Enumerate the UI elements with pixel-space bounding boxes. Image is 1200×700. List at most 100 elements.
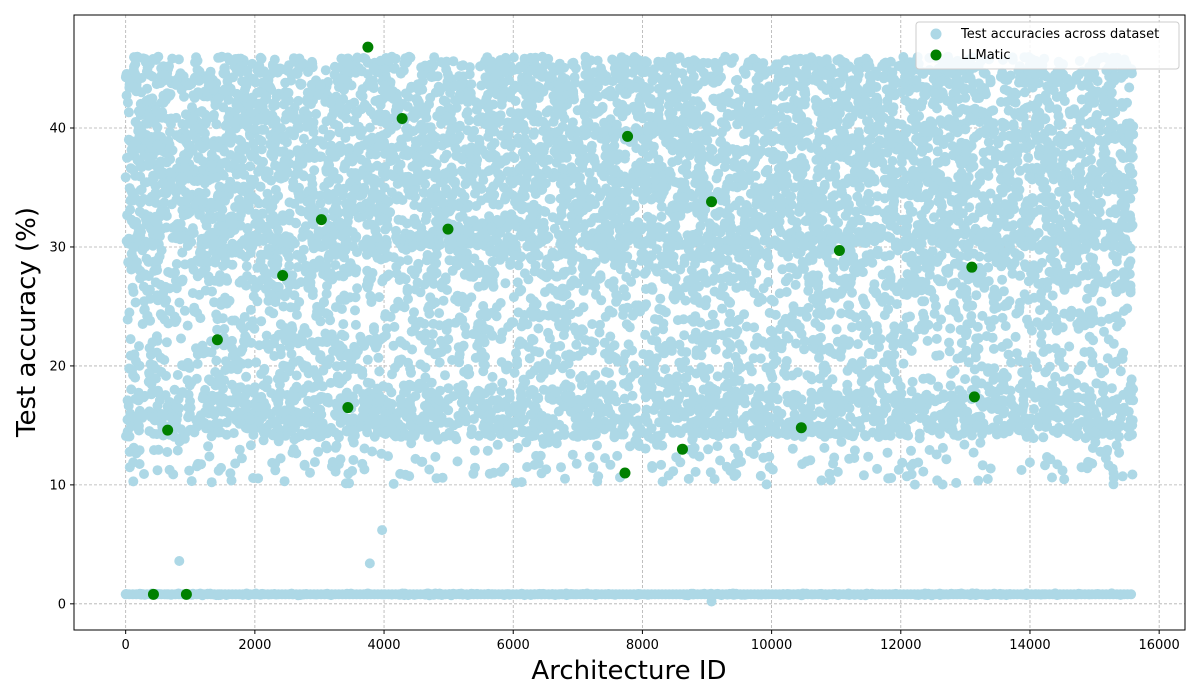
dataset-point <box>872 463 883 474</box>
dataset-point <box>1106 383 1117 394</box>
dataset-point <box>855 215 866 226</box>
dataset-point <box>768 104 779 115</box>
dataset-point <box>888 102 899 113</box>
dataset-point <box>1050 343 1061 354</box>
dataset-point <box>787 443 798 454</box>
dataset-point <box>1017 405 1028 416</box>
dataset-point <box>508 317 519 328</box>
dataset-point <box>882 447 893 458</box>
dataset-point <box>768 296 779 307</box>
dataset-point <box>265 204 276 215</box>
dataset-point <box>295 205 306 216</box>
dataset-point <box>982 474 993 484</box>
dataset-point <box>924 445 935 455</box>
dataset-point <box>1029 404 1039 414</box>
dataset-point <box>464 62 475 73</box>
dataset-point <box>497 377 508 388</box>
dataset-point <box>1054 355 1065 366</box>
dataset-point <box>270 117 281 128</box>
dataset-point <box>1110 107 1121 118</box>
dataset-point <box>512 277 523 288</box>
dataset-point <box>172 445 183 456</box>
dataset-point <box>695 221 706 232</box>
dataset-point <box>997 312 1008 323</box>
dataset-point <box>161 337 172 348</box>
dataset-point <box>1016 465 1027 475</box>
dataset-point <box>440 370 450 381</box>
dataset-point <box>340 478 351 489</box>
dataset-point <box>509 367 520 378</box>
dataset-point <box>780 361 791 372</box>
dataset-point <box>784 262 795 273</box>
dataset-scatter-points <box>120 51 1139 607</box>
dataset-point <box>983 262 994 273</box>
dataset-point <box>1003 349 1014 360</box>
dataset-point <box>1127 469 1138 480</box>
dataset-point <box>435 385 446 396</box>
dataset-point <box>797 72 808 83</box>
dataset-point <box>1086 154 1096 165</box>
dataset-point <box>362 354 373 365</box>
dataset-point <box>1082 293 1092 304</box>
dataset-point <box>1019 87 1030 98</box>
dataset-point <box>582 129 592 139</box>
dataset-point <box>120 172 131 183</box>
dataset-point <box>162 447 173 457</box>
dataset-point <box>611 296 622 307</box>
dataset-point <box>801 311 812 322</box>
dataset-point <box>741 321 752 332</box>
dataset-point <box>712 371 723 382</box>
dataset-point <box>874 342 884 352</box>
dataset-point <box>555 341 566 351</box>
dataset-point <box>380 224 391 235</box>
dataset-point <box>251 357 262 368</box>
dataset-point <box>883 473 894 484</box>
dataset-point <box>1038 432 1049 443</box>
dataset-point <box>1011 348 1022 359</box>
dataset-point <box>656 211 667 222</box>
dataset-point <box>186 476 197 487</box>
dataset-point <box>1122 303 1133 314</box>
dataset-point <box>521 437 532 448</box>
dataset-point <box>374 366 385 377</box>
dataset-point <box>909 479 920 490</box>
dataset-point <box>241 261 252 272</box>
dataset-point <box>566 211 577 221</box>
dataset-point <box>985 322 996 333</box>
dataset-point <box>668 466 679 477</box>
dataset-point <box>934 276 945 287</box>
dataset-point <box>891 299 902 310</box>
dataset-point <box>513 442 523 453</box>
dataset-point <box>295 79 306 90</box>
dataset-point <box>988 343 999 354</box>
dataset-point <box>170 267 180 278</box>
dataset-point <box>203 441 214 452</box>
dataset-point <box>139 469 149 479</box>
dataset-point <box>879 59 890 70</box>
dataset-point <box>960 374 971 385</box>
dataset-point <box>491 311 502 322</box>
dataset-point <box>830 214 841 225</box>
dataset-point <box>292 262 303 273</box>
dataset-point <box>184 465 195 476</box>
dataset-point <box>483 166 494 177</box>
dataset-point <box>373 352 384 363</box>
dataset-point <box>699 76 710 87</box>
dataset-point <box>1036 330 1047 341</box>
dataset-point <box>1024 171 1035 182</box>
dataset-point <box>427 329 438 340</box>
dataset-point <box>291 370 302 381</box>
dataset-point <box>352 108 363 119</box>
dataset-point <box>409 307 419 318</box>
dataset-point <box>1086 318 1096 329</box>
dataset-point <box>1085 252 1096 263</box>
dataset-point <box>972 321 983 332</box>
dataset-point <box>204 451 215 462</box>
dataset-point <box>605 459 616 470</box>
dataset-point <box>508 292 519 303</box>
dataset-point <box>660 364 671 375</box>
dataset-point <box>487 371 498 382</box>
dataset-point <box>592 55 603 66</box>
dataset-point <box>350 305 360 316</box>
dataset-point <box>795 230 805 241</box>
